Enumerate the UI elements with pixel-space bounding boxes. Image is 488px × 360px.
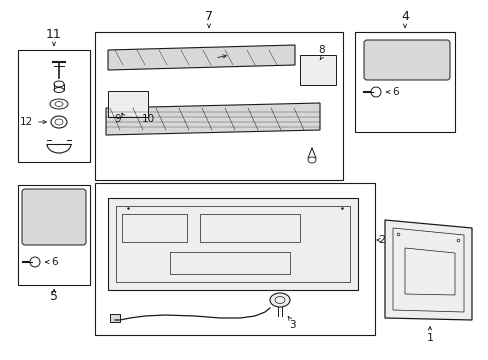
Bar [108, 91, 148, 117]
Bar [354, 32, 454, 132]
Text: 9: 9 [115, 114, 121, 124]
Ellipse shape [269, 293, 289, 307]
Polygon shape [108, 45, 294, 70]
Text: 12: 12 [20, 117, 33, 127]
Text: 1: 1 [426, 333, 433, 343]
Text: 10: 10 [141, 114, 154, 124]
Polygon shape [384, 220, 471, 320]
FancyBboxPatch shape [22, 189, 86, 245]
Bar [299, 55, 335, 85]
Text: 3: 3 [288, 320, 295, 330]
Bar [122, 214, 186, 242]
Text: 4: 4 [400, 9, 408, 22]
Bar [18, 50, 90, 162]
Text: 8: 8 [318, 45, 325, 55]
Bar [95, 32, 342, 180]
Bar [95, 183, 374, 335]
FancyBboxPatch shape [363, 40, 449, 80]
Text: 6: 6 [52, 257, 58, 267]
Text: 7: 7 [204, 9, 213, 22]
Text: 6: 6 [392, 87, 399, 97]
Bar [170, 252, 289, 274]
Bar [18, 185, 90, 285]
Text: 5: 5 [50, 291, 58, 303]
Bar [200, 214, 299, 242]
Polygon shape [106, 103, 319, 135]
Polygon shape [108, 198, 357, 290]
Text: 11: 11 [46, 27, 62, 40]
Bar [116, 206, 349, 282]
Text: 2: 2 [378, 235, 385, 245]
Bar [110, 314, 120, 322]
